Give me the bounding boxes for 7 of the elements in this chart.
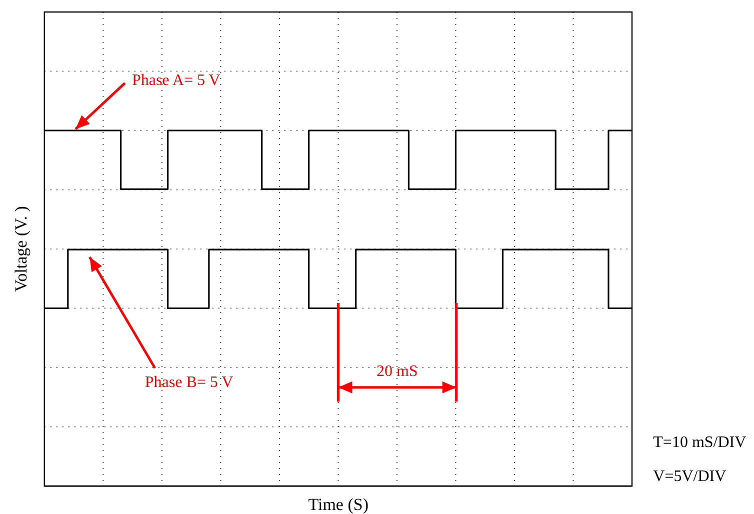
text: Time (S) xyxy=(308,495,368,514)
text: Phase A= 5 V xyxy=(132,72,220,90)
text: 20 mS xyxy=(376,363,418,380)
text: Phase B= 5 V xyxy=(144,374,234,392)
y-axis-title: Voltage (V. ) xyxy=(12,206,31,292)
text: T=10 mS/DIV xyxy=(653,434,746,452)
text: V=5V/DIV xyxy=(653,468,726,485)
